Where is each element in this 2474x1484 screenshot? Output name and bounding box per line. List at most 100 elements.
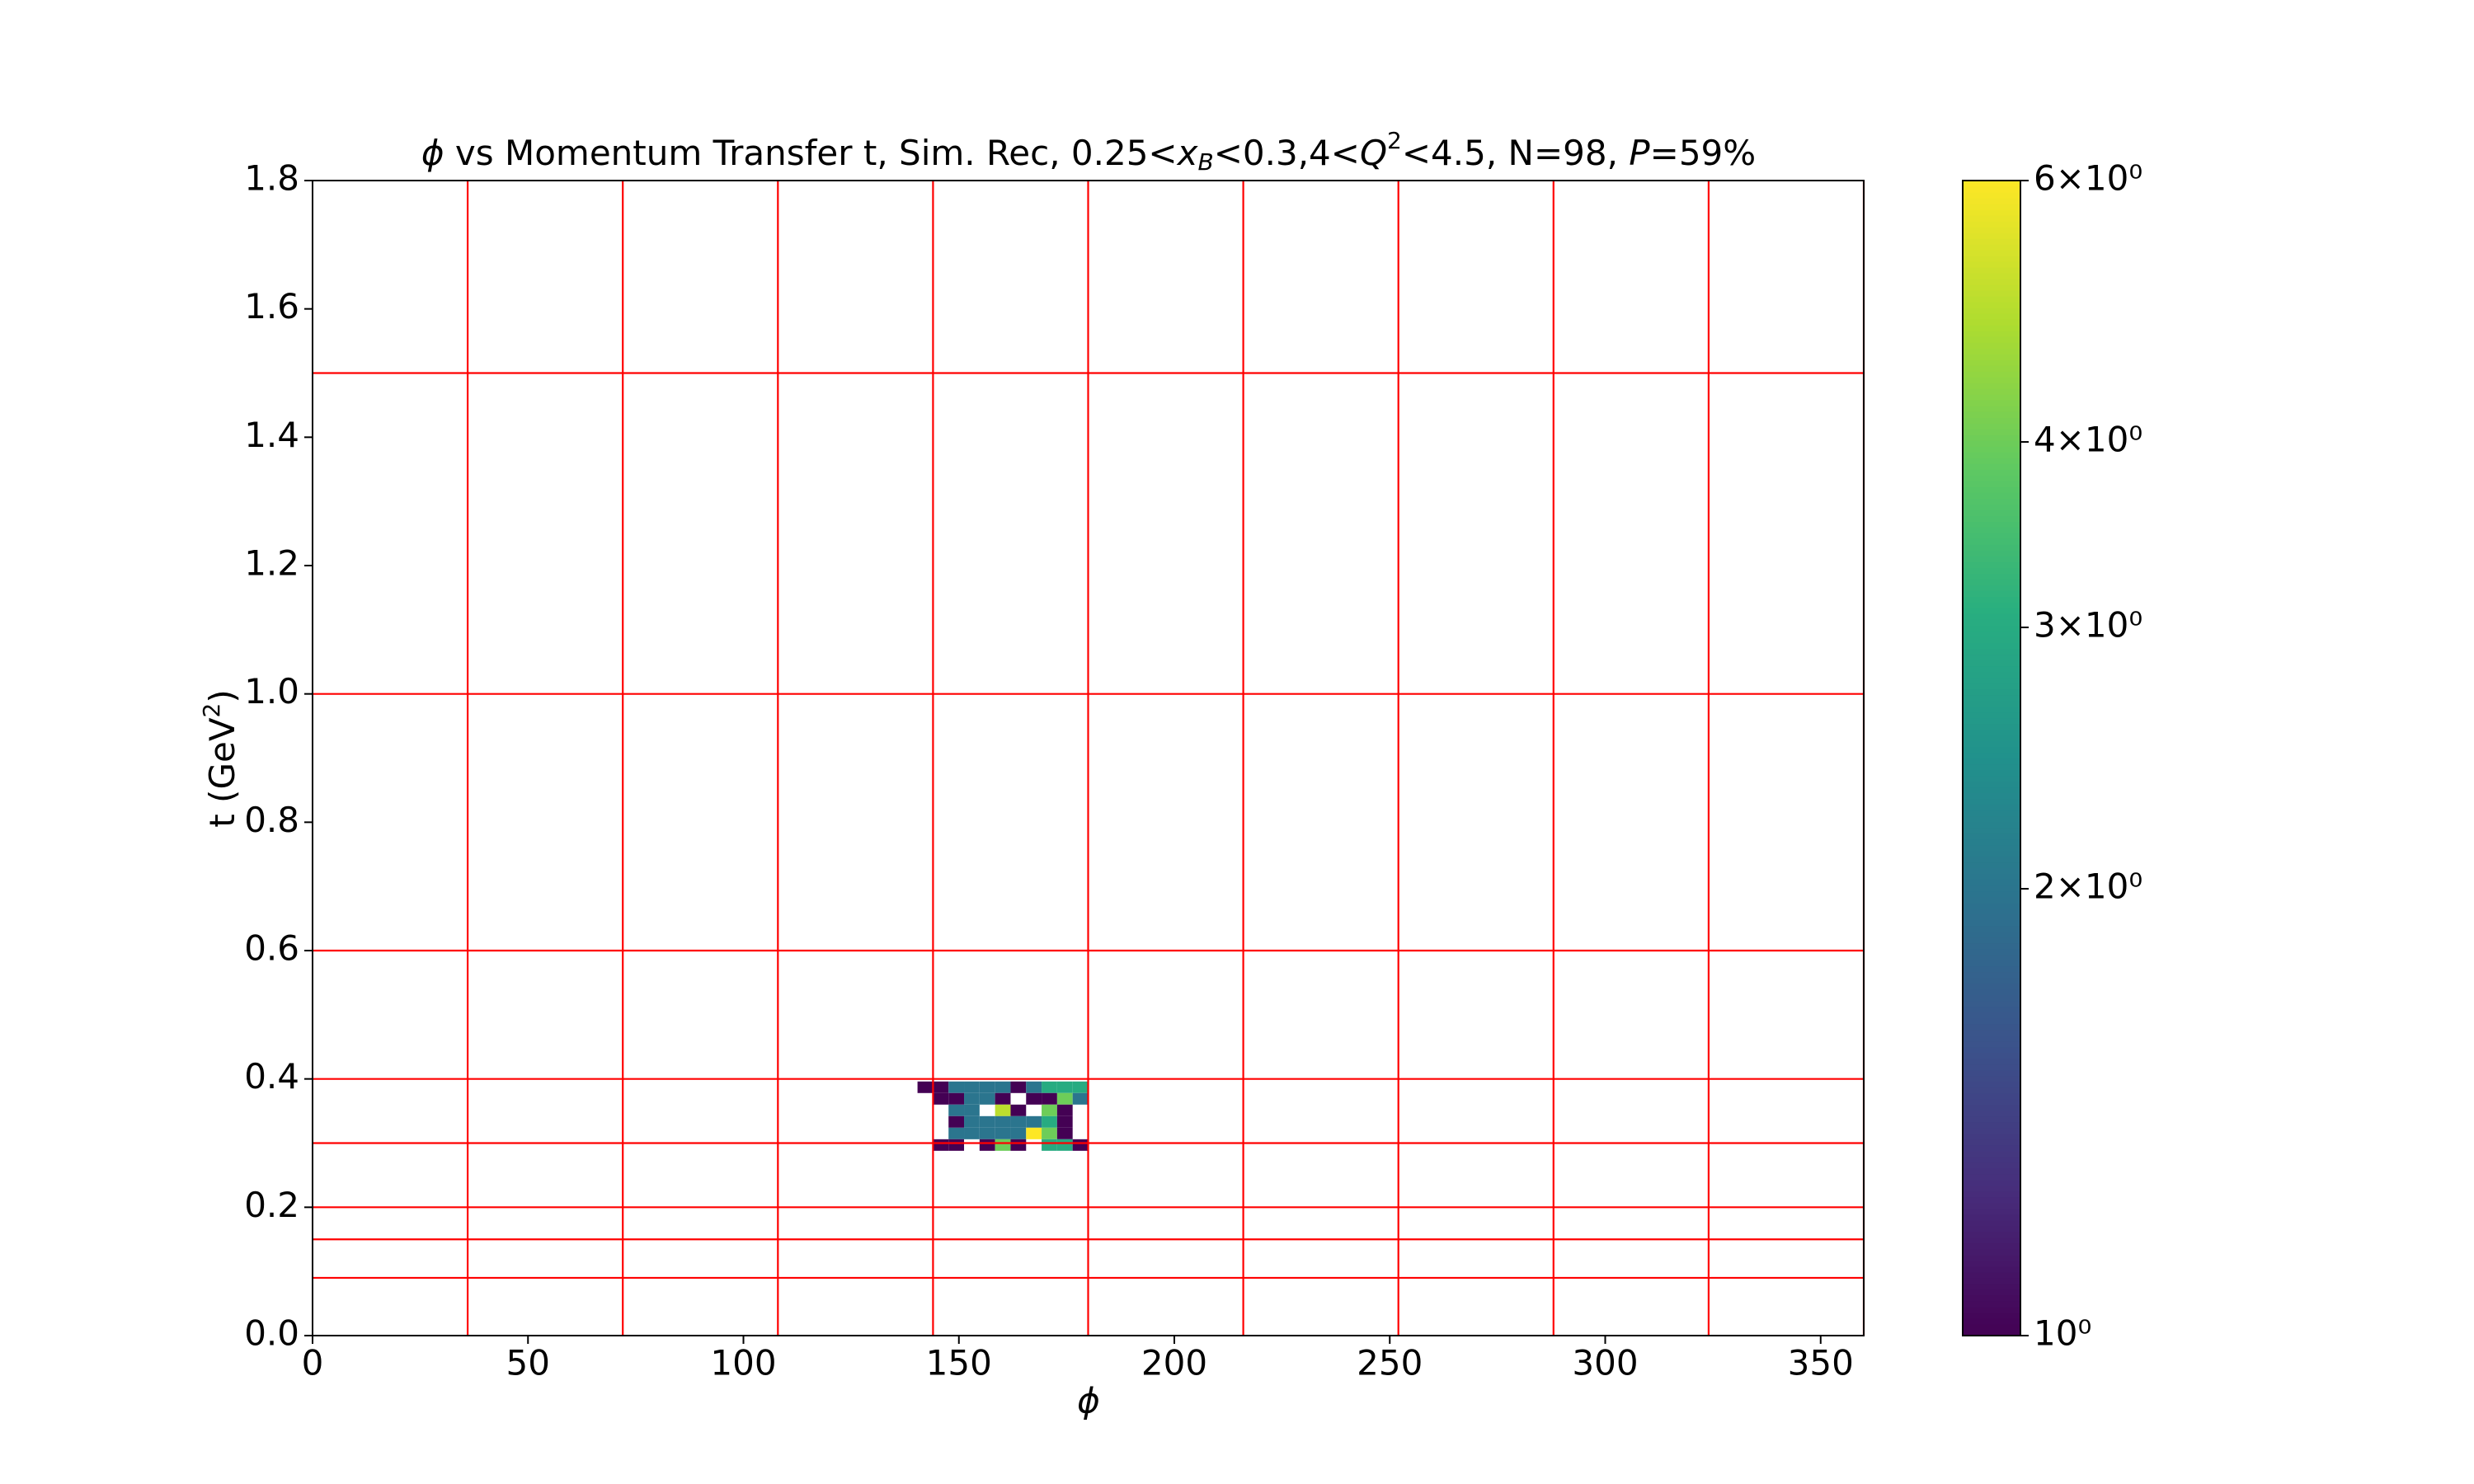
colorbar-step <box>1963 481 2020 487</box>
colorbar-step <box>1963 631 2020 637</box>
colorbar-step <box>1963 354 2020 360</box>
colorbar-step <box>1963 602 2020 608</box>
colorbar-step <box>1963 383 2020 389</box>
colorbar-step <box>1963 238 2020 245</box>
colorbar-step <box>1963 181 2020 187</box>
colorbar-step <box>1963 423 2020 430</box>
cell <box>933 1092 949 1105</box>
y-tick-label: 0.6 <box>244 928 299 969</box>
colorbar-step <box>1963 192 2020 199</box>
colorbar-step <box>1963 406 2020 412</box>
cell <box>1010 1127 1027 1139</box>
colorbar-step <box>1963 867 2020 875</box>
colorbar-step <box>1963 596 2020 603</box>
ylabel-part: 2 <box>198 703 225 718</box>
cell <box>917 1081 934 1093</box>
colorbar-step <box>1963 1271 2020 1279</box>
colorbar-step <box>1963 486 2020 493</box>
colorbar-step <box>1963 1023 2020 1031</box>
colorbar-step <box>1963 446 2020 453</box>
colorbar-step <box>1963 1242 2020 1250</box>
colorbar-step <box>1963 862 2020 869</box>
colorbar-step <box>1963 492 2020 499</box>
colorbar-step <box>1963 711 2020 719</box>
ylabel-part: ) <box>202 689 242 702</box>
colorbar-step <box>1963 510 2020 516</box>
colorbar-step <box>1963 1081 2020 1088</box>
colorbar-step <box>1963 1156 2020 1163</box>
colorbar-step <box>1963 902 2020 909</box>
colorbar-step <box>1963 913 2020 921</box>
colorbar-step <box>1963 642 2020 650</box>
colorbar-step <box>1963 1306 2020 1313</box>
colorbar-step <box>1963 723 2020 730</box>
colorbar-step <box>1963 1208 2020 1215</box>
colorbar-tick-label: 3×10⁰ <box>2034 604 2142 645</box>
colorbar-step <box>1963 331 2020 337</box>
colorbar-step <box>1963 792 2020 800</box>
title-part: vs Momentum Transfer t, Sim. Rec, 0.25< <box>444 133 1178 173</box>
x-tick-label: 300 <box>1572 1343 1638 1383</box>
colorbar-step <box>1963 256 2020 262</box>
colorbar-step <box>1963 758 2020 765</box>
colorbar-step <box>1963 787 2020 794</box>
colorbar-step <box>1963 838 2020 846</box>
y-tick-label: 1.4 <box>244 415 299 455</box>
y-tick-label: 0.4 <box>244 1056 299 1097</box>
colorbar-step <box>1963 1317 2020 1325</box>
colorbar-step <box>1963 1185 2020 1192</box>
colorbar-tick-label: 6×10⁰ <box>2034 158 2142 199</box>
colorbar-step <box>1963 827 2020 834</box>
colorbar-step <box>1963 400 2020 406</box>
x-tick-label: 250 <box>1357 1343 1423 1383</box>
colorbar-step <box>1963 515 2020 522</box>
colorbar-step <box>1963 1312 2020 1319</box>
colorbar-step <box>1963 942 2020 950</box>
colorbar-step <box>1963 371 2020 378</box>
colorbar-step <box>1963 556 2020 562</box>
colorbar-step <box>1963 325 2020 331</box>
y-tick-label: 0.0 <box>244 1313 299 1354</box>
colorbar-step <box>1963 348 2020 355</box>
cell <box>1026 1081 1042 1093</box>
colorbar-step <box>1963 186 2020 193</box>
ylabel-part: t (GeV <box>202 717 242 828</box>
colorbar-step <box>1963 885 2020 892</box>
colorbar-step <box>1963 1000 2020 1007</box>
y-tick-label: 1.0 <box>244 671 299 711</box>
colorbar-step <box>1963 1219 2020 1227</box>
colorbar-step <box>1963 977 2020 984</box>
colorbar-step <box>1963 550 2020 556</box>
colorbar-step <box>1963 1190 2020 1198</box>
cell <box>1010 1081 1027 1093</box>
cell <box>964 1115 980 1128</box>
colorbar-step <box>1963 1040 2020 1048</box>
colorbar-step <box>1963 752 2020 759</box>
colorbar-step <box>1963 377 2020 383</box>
cell <box>1010 1139 1027 1151</box>
colorbar-step <box>1963 267 2020 274</box>
colorbar-step <box>1963 521 2020 528</box>
colorbar-step <box>1963 1173 2020 1181</box>
colorbar-step <box>1963 319 2020 326</box>
title-part: P <box>1629 133 1650 173</box>
cell <box>964 1092 980 1105</box>
colorbar-step <box>1963 815 2020 823</box>
colorbar-step <box>1963 1029 2020 1036</box>
colorbar-step <box>1963 1283 2020 1290</box>
cell <box>1056 1115 1073 1128</box>
cell <box>948 1127 965 1139</box>
colorbar-step <box>1963 1052 2020 1059</box>
cell <box>979 1139 995 1151</box>
colorbar-step <box>1963 227 2020 233</box>
y-axis-label: t (GeV2) <box>198 689 242 828</box>
cells <box>917 1081 1089 1151</box>
colorbar-step <box>1963 671 2020 679</box>
colorbar-step <box>1963 856 2020 863</box>
colorbar-step <box>1963 296 2020 303</box>
x-tick-label: 350 <box>1788 1343 1854 1383</box>
cell <box>1056 1081 1073 1093</box>
cell <box>1042 1092 1057 1105</box>
cell <box>1056 1104 1073 1116</box>
y-tick-label: 1.8 <box>244 158 299 199</box>
